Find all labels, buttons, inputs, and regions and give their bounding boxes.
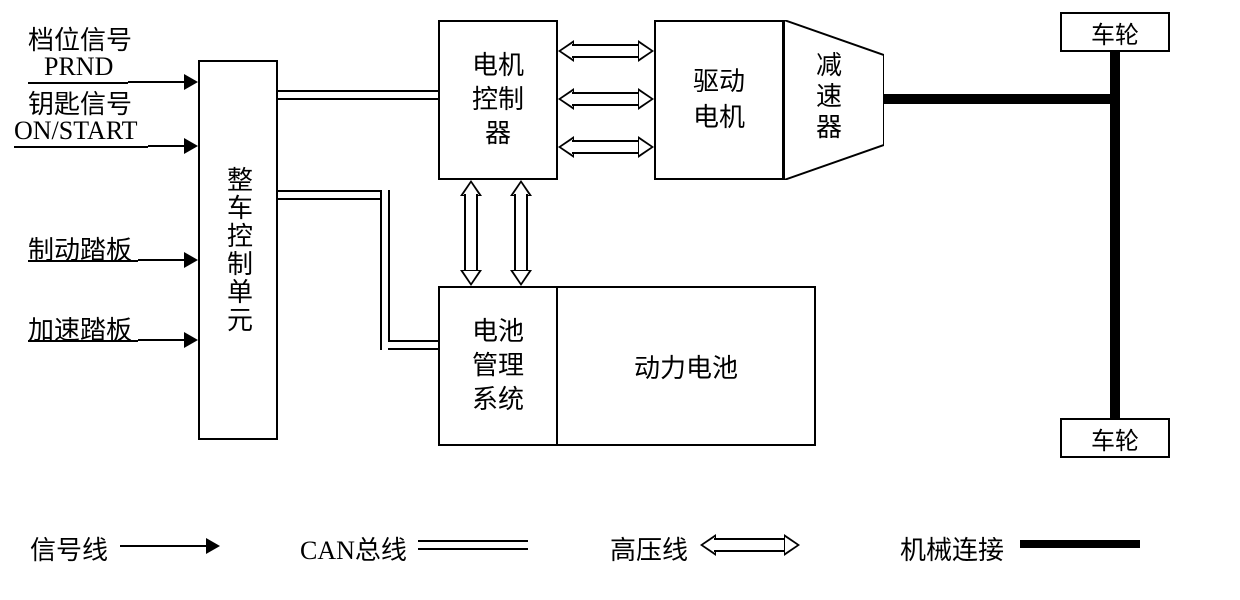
arrow-head-icon [184,74,198,90]
wheel-bottom-block: 车轮 [1060,418,1170,458]
vcu-text: 整车控制单元 [220,166,257,334]
hv-arrow-vertical [510,180,532,286]
hv-arrow [558,136,654,158]
signal-arrow [138,339,188,341]
wheel-text: 车轮 [1091,421,1139,456]
motor-ctrl-text: 电机控制器 [472,49,524,150]
underline [14,146,148,148]
motor-controller-block: 电机控制器 [438,20,558,180]
on-start-label: ON/START [14,116,137,146]
hv-arrow-vertical [460,180,482,286]
legend-can-label: CAN总线 [300,530,407,567]
bms-text: 电池管理系统 [472,315,524,416]
underline [28,340,138,342]
legend-signal-label: 信号线 [30,530,108,567]
bms-block: 电池管理系统 [438,286,558,446]
legend-can-line [418,540,528,550]
can-bus-line [278,90,438,100]
drive-motor-block: 驱动电机 [654,20,784,180]
can-bus-line-vertical [380,190,390,350]
arrow-head-icon [184,252,198,268]
battery-block: 动力电池 [556,286,816,446]
underline [28,82,128,84]
prnd-label: PRND [44,52,113,82]
legend-hv-label: 高压线 [610,530,688,567]
legend-mech-label: 机械连接 [900,530,1004,567]
can-bus-line [388,340,438,350]
drive-motor-text: 驱动电机 [693,64,745,137]
signal-arrow [138,259,188,261]
wheel-text: 车轮 [1091,15,1139,50]
hv-arrow [558,88,654,110]
hv-arrow [558,40,654,62]
reducer-text: 减速器 [804,50,854,144]
signal-arrow [148,145,188,147]
legend-hv-arrow [700,534,800,556]
battery-text: 动力电池 [634,348,738,385]
arrow-head-icon [206,538,220,554]
can-bus-line [278,190,388,200]
signal-arrow [128,81,188,83]
underline [28,260,138,262]
legend-mech-line [1020,540,1140,548]
wheel-top-block: 车轮 [1060,12,1170,52]
arrow-head-icon [184,138,198,154]
mech-link [884,94,1110,104]
legend-signal-line [120,545,210,547]
mech-link-vertical [1110,52,1120,418]
vcu-block: 整车控制单元 [198,60,278,440]
arrow-head-icon [184,332,198,348]
